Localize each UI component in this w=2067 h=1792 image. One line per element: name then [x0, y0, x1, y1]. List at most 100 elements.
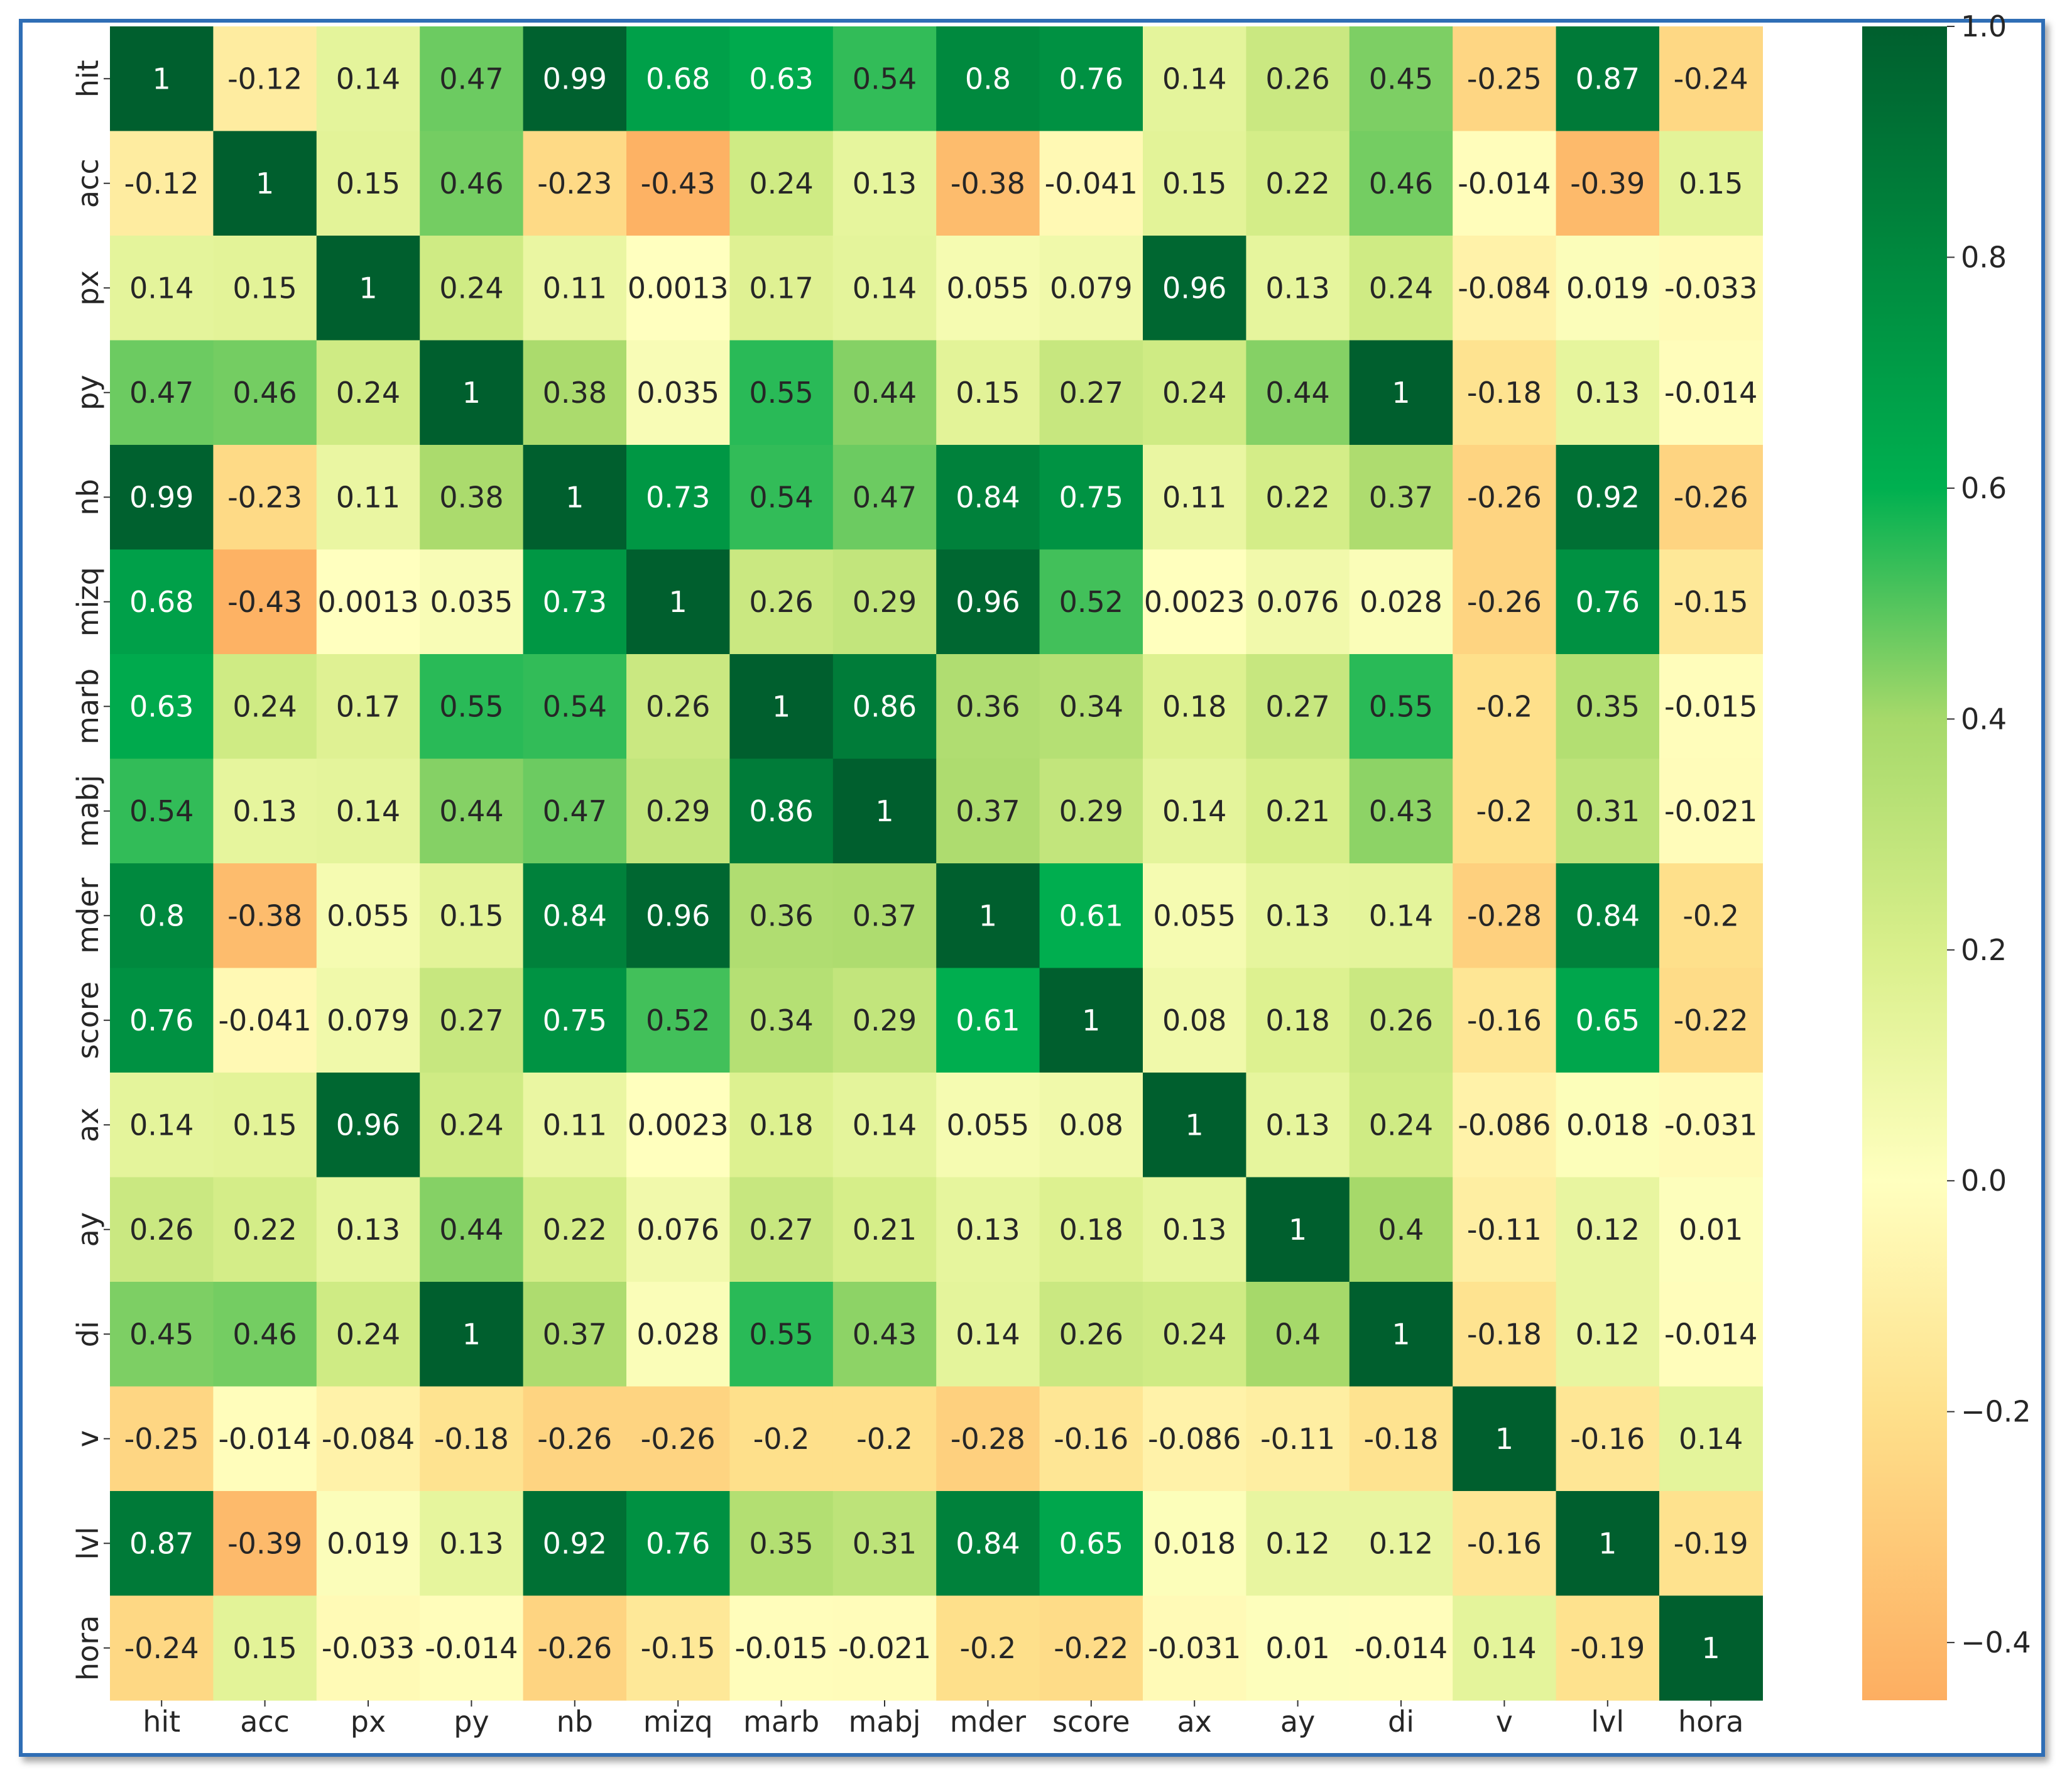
heatmap-cell	[832, 549, 937, 655]
cell-value-label: 0.47	[439, 62, 503, 96]
heatmap-cell	[1143, 1491, 1246, 1597]
cell-value-label: 0.13	[956, 1213, 1020, 1247]
heatmap-cell	[1556, 1177, 1660, 1282]
heatmap-cell	[316, 236, 420, 341]
heatmap-cell	[1453, 1386, 1557, 1492]
cell-value-label: 0.55	[1369, 689, 1433, 723]
cell-value-label: 0.47	[853, 480, 917, 514]
cell-value-label: -0.15	[1674, 585, 1748, 619]
heatmap-cell	[1556, 1282, 1660, 1387]
cell-value-label: 0.11	[1162, 480, 1226, 514]
heatmap-cell	[626, 1595, 730, 1701]
cell-value-label: 0.36	[749, 899, 813, 932]
heatmap-cell	[832, 1386, 937, 1492]
heatmap-cell	[1039, 549, 1143, 655]
y-tick-label: marb	[71, 669, 105, 745]
x-tick-label: score	[1052, 1705, 1130, 1739]
cell-value-label: 0.35	[1576, 689, 1640, 723]
cell-value-label: 1	[1392, 1317, 1410, 1351]
cell-value-label: -0.26	[1674, 480, 1748, 514]
cell-value-label: -0.26	[537, 1422, 612, 1456]
heatmap-cell	[1349, 445, 1453, 550]
x-tick-label: nb	[557, 1705, 593, 1739]
heatmap-cell	[523, 968, 627, 1073]
cell-value-label: -0.2	[856, 1422, 913, 1456]
cell-value-label: 0.44	[1265, 376, 1329, 410]
heatmap-cell	[523, 1595, 627, 1701]
cell-value-label: 0.46	[1369, 167, 1433, 200]
cell-value-label: -0.38	[227, 899, 302, 932]
heatmap-cell	[1039, 1386, 1143, 1492]
cell-value-label: 1	[462, 376, 481, 410]
cell-value-label: 0.13	[1265, 1108, 1329, 1142]
heatmap-cell	[1556, 1073, 1660, 1178]
heatmap-cell	[110, 1177, 214, 1282]
heatmap-cell	[1246, 1282, 1350, 1387]
heatmap-cell	[1556, 26, 1660, 132]
cell-value-label: 0.18	[1059, 1213, 1123, 1247]
cell-value-label: 1	[772, 689, 790, 723]
cell-value-label: 0.01	[1679, 1213, 1743, 1247]
cell-value-label: 0.13	[232, 794, 297, 828]
y-tick-label: hit	[71, 60, 105, 97]
heatmap-cell	[936, 1595, 1040, 1701]
cell-value-label: 0.14	[129, 1108, 194, 1142]
cell-value-label: -0.033	[322, 1631, 415, 1665]
heatmap-cell	[1453, 549, 1557, 655]
cell-value-label: 0.4	[1275, 1317, 1321, 1351]
heatmap-cell	[1349, 1386, 1453, 1492]
cell-value-label: -0.26	[1467, 585, 1542, 619]
cell-value-label: 0.99	[129, 480, 194, 514]
cell-value-label: 0.035	[430, 585, 513, 619]
heatmap-cell	[1453, 1491, 1557, 1597]
heatmap-cell	[729, 654, 834, 760]
cell-value-label: 1	[1702, 1631, 1720, 1665]
heatmap-cell	[523, 131, 627, 236]
heatmap-cell	[213, 445, 317, 550]
cell-value-label: -0.19	[1674, 1526, 1748, 1560]
heatmap-cell	[316, 131, 420, 236]
heatmap-cell	[213, 1073, 317, 1178]
cell-value-label: -0.014	[218, 1422, 311, 1456]
heatmap-cell	[832, 236, 937, 341]
heatmap-cell	[110, 758, 214, 864]
heatmap-cell	[1349, 549, 1453, 655]
cell-value-label: -0.033	[1664, 271, 1757, 305]
heatmap-cell	[1143, 968, 1246, 1073]
heatmap-cell	[316, 340, 420, 445]
heatmap-cell	[110, 968, 214, 1073]
cell-value-label: 0.76	[129, 1003, 194, 1037]
cell-value-label: 0.24	[749, 167, 813, 200]
heatmap-cell	[316, 1282, 420, 1387]
heatmap-cell	[1453, 1282, 1557, 1387]
cell-value-label: 0.29	[853, 585, 917, 619]
cell-value-label: 0.24	[336, 376, 400, 410]
cell-value-label: 1	[1289, 1213, 1307, 1247]
heatmap-cell	[1659, 1491, 1763, 1597]
y-tick-label: nb	[71, 479, 105, 515]
heatmap-cell	[316, 1073, 420, 1178]
cell-value-label: 0.29	[853, 1003, 917, 1037]
heatmap-cell	[523, 549, 627, 655]
heatmap-cell	[729, 1073, 834, 1178]
cell-value-label: 0.15	[232, 1631, 297, 1665]
heatmap-cell	[523, 1073, 627, 1178]
heatmap-cell	[523, 654, 627, 760]
cell-value-label: 0.21	[853, 1213, 917, 1247]
cell-value-label: 0.24	[439, 271, 503, 305]
heatmap-cell	[1039, 131, 1143, 236]
cell-value-label: -0.43	[227, 585, 302, 619]
heatmap-cell	[523, 1491, 627, 1597]
cell-value-label: -0.19	[1570, 1631, 1645, 1665]
heatmap-cell	[1039, 1595, 1143, 1701]
colorbar-gradient	[1862, 26, 1947, 1700]
cell-value-label: 0.68	[129, 585, 194, 619]
cell-value-label: 0.15	[956, 376, 1020, 410]
cell-value-label: 0.15	[232, 1108, 297, 1142]
heatmap-cell	[1143, 1282, 1246, 1387]
cell-value-label: -0.23	[227, 480, 302, 514]
cell-value-label: 0.55	[439, 689, 503, 723]
heatmap-cell	[936, 1386, 1040, 1492]
heatmap-cell	[1453, 758, 1557, 864]
heatmap-cell	[523, 445, 627, 550]
